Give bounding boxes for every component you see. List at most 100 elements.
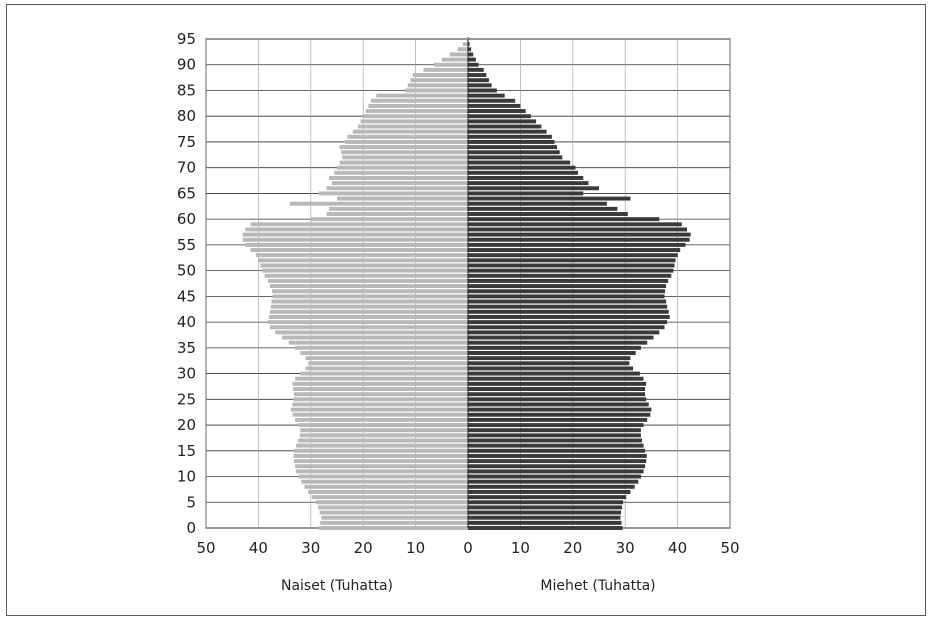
male-bar-age-3 — [468, 510, 622, 515]
male-bar-age-19 — [468, 428, 641, 433]
female-bars — [242, 37, 468, 530]
male-bar-age-22 — [468, 412, 651, 417]
female-bar-age-37 — [281, 335, 468, 340]
y-tick-label: 95 — [177, 30, 196, 48]
male-bar-age-55 — [468, 242, 686, 247]
male-bar-age-60 — [468, 217, 660, 222]
female-bar-age-46 — [272, 289, 468, 294]
male-bar-age-28 — [468, 381, 647, 386]
male-bar-age-54 — [468, 248, 681, 253]
male-bar-age-85 — [468, 88, 497, 93]
male-bar-age-89 — [468, 67, 484, 72]
male-bar-age-36 — [468, 340, 648, 345]
male-bar-age-12 — [468, 464, 646, 469]
male-bar-age-8 — [468, 484, 635, 489]
male-bar-age-56 — [468, 237, 690, 242]
female-bar-age-7 — [308, 489, 468, 494]
male-bar-age-82 — [468, 103, 521, 108]
male-bar-age-46 — [468, 289, 666, 294]
female-bar-age-2 — [321, 515, 468, 520]
y-tick-label: 40 — [177, 313, 196, 331]
female-bar-age-43 — [270, 304, 468, 309]
male-bar-age-13 — [468, 459, 647, 464]
female-bar-age-55 — [245, 242, 468, 247]
female-bar-age-86 — [407, 83, 468, 88]
female-bar-age-65 — [318, 191, 468, 196]
male-bar-age-47 — [468, 284, 667, 289]
female-bar-age-29 — [295, 376, 468, 381]
female-bar-age-72 — [342, 155, 468, 160]
female-bar-age-59 — [250, 222, 468, 227]
x-tick-label: 20 — [354, 539, 373, 557]
male-bar-age-81 — [468, 109, 526, 114]
female-bar-age-45 — [272, 294, 468, 299]
female-bar-age-23 — [290, 407, 468, 412]
male-bar-age-69 — [468, 170, 579, 175]
male-bar-age-7 — [468, 489, 631, 494]
female-bar-age-6 — [311, 495, 468, 500]
female-bar-age-51 — [260, 263, 468, 268]
male-bar-age-50 — [468, 268, 674, 273]
male-bar-age-42 — [468, 309, 669, 314]
male-bar-age-70 — [468, 165, 576, 170]
y-tick-label: 75 — [177, 133, 196, 151]
male-bar-age-29 — [468, 376, 644, 381]
male-bar-age-94 — [468, 42, 470, 47]
male-bar-age-39 — [468, 325, 665, 330]
male-bar-age-30 — [468, 371, 640, 376]
y-tick-label: 20 — [177, 416, 196, 434]
female-bar-age-8 — [304, 484, 468, 489]
male-bar-age-64 — [468, 196, 631, 201]
male-bar-age-58 — [468, 227, 688, 232]
female-bar-age-95 — [466, 37, 468, 41]
female-bar-age-20 — [298, 423, 468, 428]
male-bar-age-67 — [468, 181, 589, 186]
female-bar-age-12 — [295, 464, 468, 469]
female-bar-age-73 — [341, 150, 468, 155]
male-bar-age-52 — [468, 258, 676, 263]
female-bar-age-81 — [365, 109, 468, 114]
female-bar-age-24 — [292, 402, 468, 407]
female-bar-age-85 — [405, 88, 468, 93]
x-tick-label: 40 — [668, 539, 687, 557]
male-bar-age-44 — [468, 299, 667, 304]
female-bar-age-18 — [299, 433, 468, 438]
y-tick-label: 80 — [177, 107, 196, 125]
female-bar-age-58 — [245, 227, 468, 232]
female-bar-age-63 — [289, 201, 468, 206]
y-tick-label: 10 — [177, 468, 196, 486]
y-tick-label: 85 — [177, 81, 196, 99]
female-bar-age-31 — [305, 366, 468, 371]
female-bar-age-47 — [269, 284, 468, 289]
female-bar-age-1 — [320, 520, 468, 525]
female-bar-age-26 — [294, 392, 468, 397]
male-bar-age-61 — [468, 212, 628, 216]
male-bar-age-27 — [468, 387, 646, 391]
female-bar-age-74 — [339, 145, 468, 150]
female-bar-age-57 — [242, 232, 468, 237]
male-bar-age-77 — [468, 129, 547, 134]
female-bar-age-17 — [298, 438, 468, 443]
female-bar-age-89 — [423, 67, 468, 72]
male-bar-age-1 — [468, 520, 622, 525]
female-bar-age-49 — [264, 273, 468, 278]
female-bar-age-91 — [441, 57, 468, 62]
female-bar-age-21 — [295, 417, 468, 422]
left-axis-title: Naiset (Tuhatta) — [281, 578, 393, 594]
male-bar-age-91 — [468, 57, 476, 62]
female-bar-age-80 — [363, 114, 468, 119]
male-bar-age-86 — [468, 83, 492, 88]
x-tick-label: 40 — [249, 539, 268, 557]
male-bar-age-31 — [468, 366, 634, 371]
male-bar-age-4 — [468, 505, 623, 510]
y-tick-label: 70 — [177, 159, 196, 177]
male-bar-age-74 — [468, 145, 558, 150]
male-bar-age-79 — [468, 119, 537, 124]
male-bar-age-51 — [468, 263, 675, 268]
female-bar-age-10 — [298, 474, 468, 479]
male-bar-age-92 — [468, 52, 474, 57]
y-tick-label: 45 — [177, 287, 196, 305]
male-bar-age-45 — [468, 294, 665, 299]
female-bar-age-11 — [296, 469, 468, 474]
